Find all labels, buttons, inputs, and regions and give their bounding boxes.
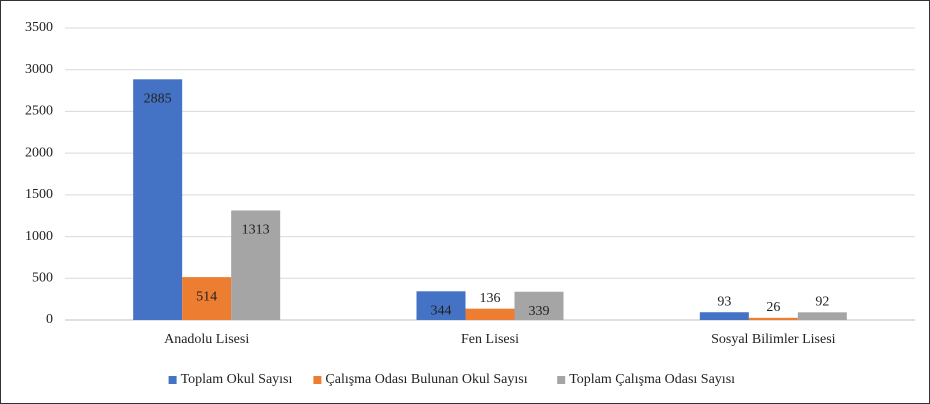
data-label: 344 (431, 304, 452, 319)
bar (416, 291, 466, 320)
x-tick-label: Fen Lisesi (461, 332, 519, 347)
data-label: 93 (717, 294, 731, 309)
data-label: 339 (529, 304, 550, 319)
x-tick-label: Anadolu Lisesi (164, 332, 249, 347)
y-tick-label: 2500 (25, 104, 53, 119)
bar (699, 312, 749, 320)
bar (182, 277, 232, 320)
y-tick-label: 0 (46, 312, 53, 327)
bar (748, 317, 798, 320)
y-tick-label: 2000 (25, 145, 53, 160)
y-tick-label: 1000 (25, 229, 53, 244)
data-label: 2885 (144, 92, 172, 107)
bar (133, 79, 183, 321)
data-label: 1313 (242, 223, 270, 238)
data-label: 92 (815, 295, 829, 310)
y-tick-label: 3000 (25, 62, 53, 77)
data-label: 514 (196, 289, 217, 304)
legend-swatch (168, 376, 177, 384)
data-label: 136 (480, 291, 501, 306)
bar (465, 308, 515, 320)
x-tick-label: Sosyal Bilimler Lisesi (711, 332, 836, 347)
bar (231, 210, 281, 320)
legend-label: Toplam Çalışma Odası Sayısı (569, 372, 735, 387)
y-tick-label: 1500 (25, 187, 53, 202)
legend-swatch (313, 376, 322, 384)
data-label: 26 (766, 300, 780, 315)
legend-label: Çalışma Odası Bulunan Okul Sayısı (325, 372, 527, 387)
y-tick-label: 3500 (25, 20, 53, 35)
bar (514, 291, 564, 320)
legend-swatch (557, 376, 566, 384)
y-tick-label: 500 (32, 271, 53, 286)
legend-label: Toplam Okul Sayısı (181, 372, 293, 387)
bar (797, 312, 847, 320)
